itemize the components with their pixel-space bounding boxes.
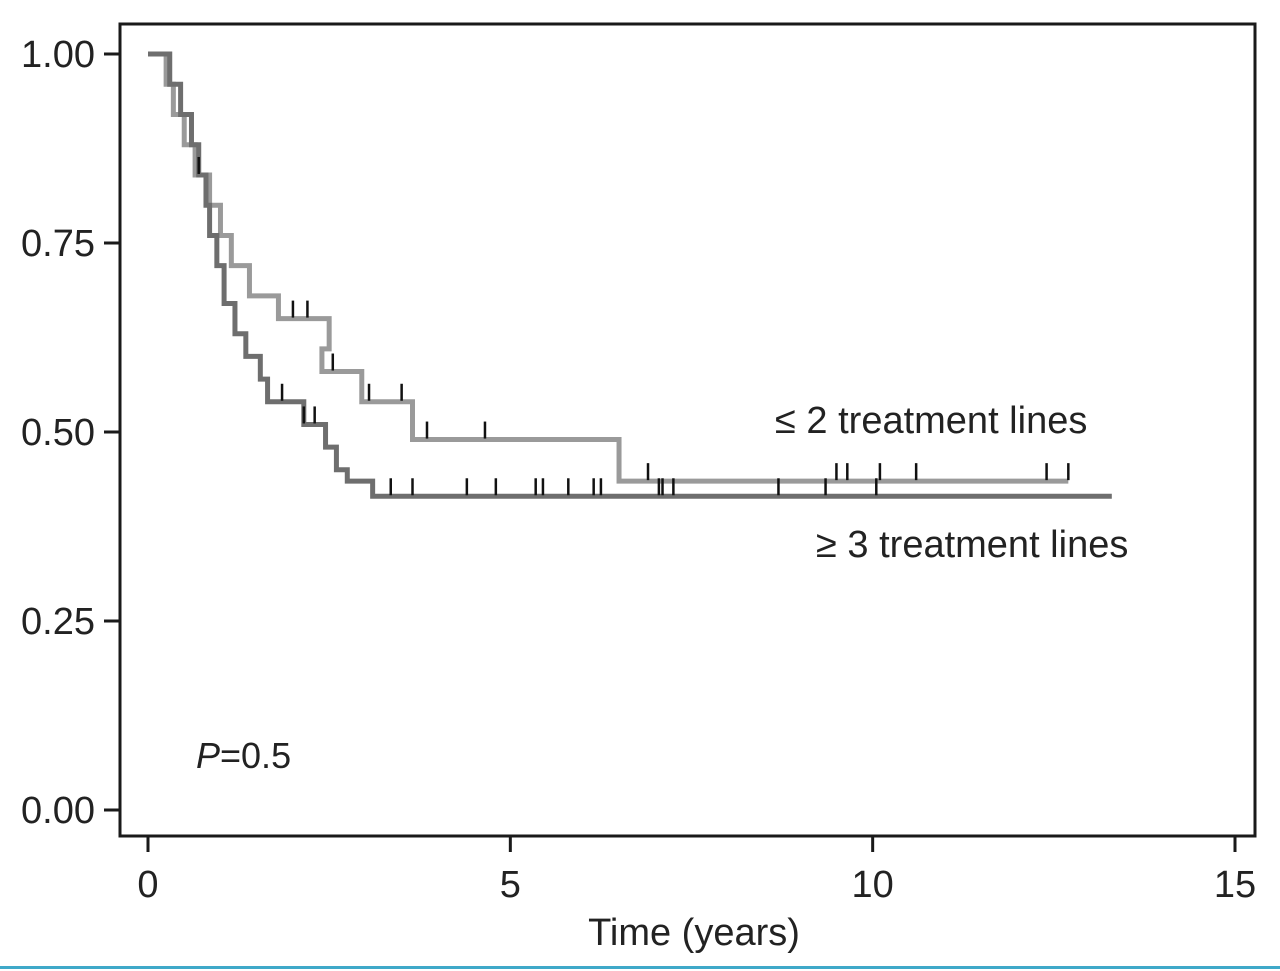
series-annotation-ge3: ≥ 3 treatment lines xyxy=(816,524,1128,566)
series-annotation-le2: ≤ 2 treatment lines xyxy=(775,400,1087,442)
p-value-label: P xyxy=(196,735,220,776)
p-value: P=0.5 xyxy=(196,735,291,776)
y-tick-label-4: 1.00 xyxy=(21,34,95,76)
x-tick-label-1: 5 xyxy=(500,864,521,906)
x-tick-label-0: 0 xyxy=(137,864,158,906)
plot-frame xyxy=(118,22,1257,838)
x-tick-label-3: 15 xyxy=(1214,864,1256,906)
x-tick-label-2: 10 xyxy=(852,864,894,906)
y-tick-label-2: 0.50 xyxy=(21,412,95,454)
y-tick-label-3: 0.75 xyxy=(21,223,95,265)
y-tick-label-0: 0.00 xyxy=(21,790,95,832)
y-axis: 0.00 0.25 0.50 0.75 1.00 xyxy=(21,34,120,832)
series-line-ge3 xyxy=(148,51,1112,499)
x-axis: 0 5 10 15 xyxy=(137,836,1256,906)
y-tick-label-1: 0.25 xyxy=(21,601,95,643)
series-layer xyxy=(148,51,1112,499)
p-value-text: =0.5 xyxy=(220,735,291,776)
x-axis-title: Time (years) xyxy=(588,912,800,954)
bottom-rule xyxy=(0,966,1280,969)
